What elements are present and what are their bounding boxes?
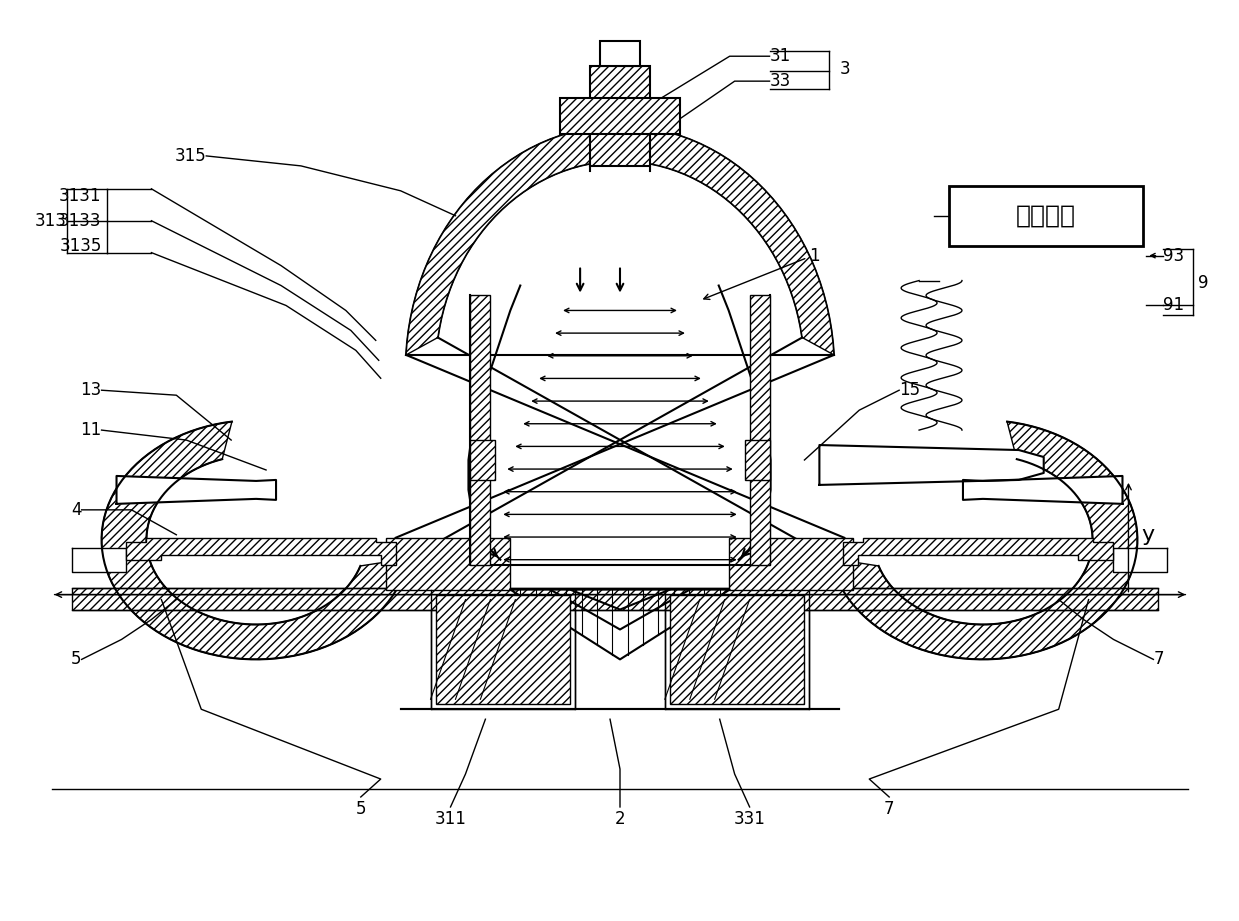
Text: 15: 15: [900, 381, 921, 399]
Polygon shape: [745, 440, 769, 480]
Text: 3135: 3135: [59, 237, 102, 254]
Polygon shape: [600, 41, 639, 66]
Text: 91: 91: [1163, 297, 1184, 314]
Text: 9: 9: [1198, 274, 1209, 292]
Text: 311: 311: [435, 810, 466, 828]
Polygon shape: [72, 588, 1158, 610]
Polygon shape: [830, 422, 1137, 659]
Text: 3: 3: [839, 60, 850, 78]
Text: 93: 93: [1163, 247, 1184, 264]
Polygon shape: [963, 476, 1123, 504]
Polygon shape: [116, 476, 276, 504]
Polygon shape: [729, 538, 854, 589]
Text: 3131: 3131: [59, 187, 102, 204]
Polygon shape: [1113, 548, 1167, 572]
Text: 11: 11: [81, 421, 102, 439]
Polygon shape: [819, 445, 1043, 485]
Polygon shape: [844, 538, 1113, 565]
Text: 5: 5: [356, 800, 366, 818]
Text: 331: 331: [733, 810, 766, 828]
Bar: [949, 186, 1144, 246]
Polygon shape: [102, 422, 409, 659]
Polygon shape: [72, 548, 126, 572]
Polygon shape: [471, 440, 496, 480]
Text: 2: 2: [615, 810, 626, 828]
Polygon shape: [471, 296, 491, 565]
Text: 313: 313: [35, 212, 67, 229]
Polygon shape: [406, 126, 834, 355]
Text: 5: 5: [71, 650, 82, 669]
Polygon shape: [560, 99, 680, 134]
Text: 315: 315: [175, 147, 206, 165]
Bar: [431, 589, 575, 709]
Polygon shape: [670, 595, 804, 705]
Text: 1: 1: [809, 247, 820, 264]
Polygon shape: [750, 296, 769, 565]
Polygon shape: [436, 595, 570, 705]
Text: 13: 13: [81, 381, 102, 399]
Text: 33: 33: [769, 72, 790, 90]
Polygon shape: [126, 538, 395, 565]
Text: 4: 4: [71, 501, 82, 519]
Text: y: y: [1142, 525, 1155, 545]
Polygon shape: [590, 66, 650, 166]
Text: 7: 7: [1154, 650, 1163, 669]
Bar: [665, 589, 809, 709]
Text: 3133: 3133: [59, 212, 102, 229]
Text: 7: 7: [883, 800, 895, 818]
Text: 31: 31: [769, 47, 790, 65]
Polygon shape: [385, 538, 510, 589]
Text: 控制系统: 控制系统: [1016, 204, 1077, 227]
